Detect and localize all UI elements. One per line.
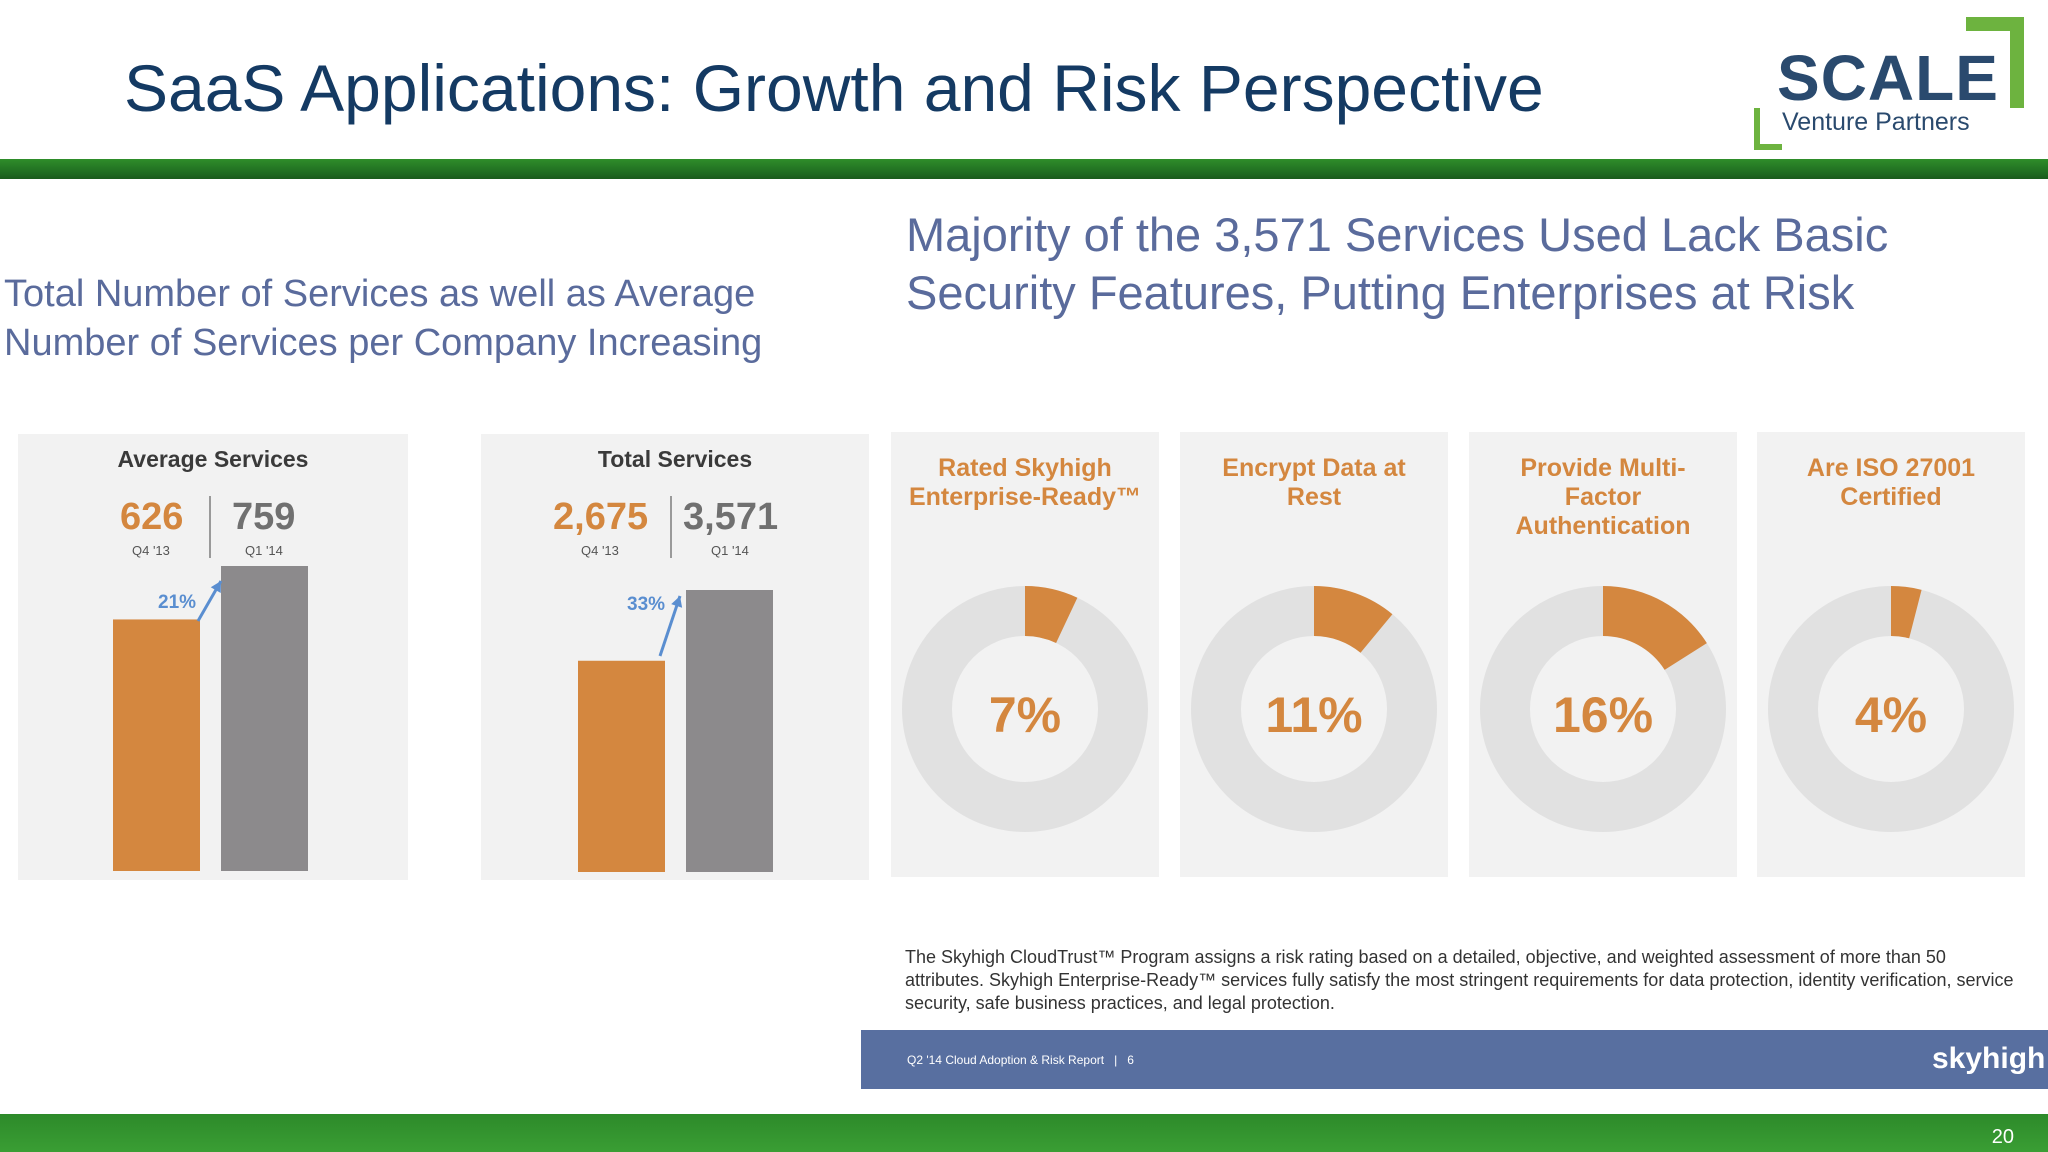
quarter-label-q4: Q4 '13: [581, 543, 619, 558]
skyhigh-logo: skyhigh: [1932, 1042, 2046, 1075]
donut-value-label: 7%: [988, 687, 1062, 743]
donut-segment: [1891, 586, 1922, 639]
bar-chart-total: [578, 590, 773, 872]
donut-panel-enterprise-ready: Rated Skyhigh Enterprise-Ready™ 7%: [891, 432, 1159, 877]
footer-band: [0, 1114, 2048, 1152]
donut-segment: [1314, 586, 1393, 653]
page-number: 20: [1991, 1126, 2014, 1148]
bar-chart-average: [113, 566, 308, 871]
growth-label: 33%: [627, 594, 666, 615]
value-divider: [209, 496, 211, 558]
donut-title: Provide Multi-Factor Authentication: [1515, 454, 1691, 540]
donut-title: Encrypt Data at Rest: [1222, 454, 1406, 511]
value-divider: [670, 496, 672, 558]
footnote: The Skyhigh CloudTrust™ Program assigns …: [905, 947, 2014, 1013]
donut-chart-enterprise-ready: [902, 586, 1148, 832]
donut-value-label: 11%: [1265, 687, 1363, 743]
donut-panel-iso: Are ISO 27001 Certified 4%: [1757, 432, 2025, 877]
growth-label: 21%: [158, 592, 197, 613]
donut-chart-encrypt: [1191, 586, 1437, 832]
bar-q1-14: [221, 566, 308, 871]
slide-title: SaaS Applications: Growth and Risk Persp…: [124, 51, 1544, 125]
donut-value-label: 16%: [1552, 687, 1654, 743]
logo-bracket-corner-icon: [1754, 108, 1782, 150]
quarter-label-q1: Q1 '14: [245, 543, 283, 558]
value-label-q4: 2,675: [553, 496, 649, 538]
report-label: Q2 '14 Cloud Adoption & Risk Report | 6: [907, 1053, 1134, 1067]
panel-title: Average Services: [117, 446, 309, 472]
quarter-label-q4: Q4 '13: [132, 543, 170, 558]
logo-subtitle: Venture Partners: [1782, 108, 1970, 136]
bar-q1-14: [686, 590, 773, 872]
donut-title: Rated Skyhigh Enterprise-Ready™: [908, 454, 1142, 511]
donut-chart-iso: [1768, 586, 2014, 832]
logo-bracket-icon: [1966, 17, 2024, 108]
panel-title: Total Services: [597, 446, 753, 472]
value-label-q1: 759: [232, 496, 296, 538]
average-services-panel: Average Services 626 759 Q4 '13 Q1 '14 2…: [18, 434, 408, 880]
growth-arrow-icon: [658, 595, 682, 657]
skyhigh-footer-bar: [861, 1030, 2048, 1089]
growth-arrowhead-icon: [210, 581, 221, 593]
donut-panel-mfa: Provide Multi-Factor Authentication 16%: [1469, 432, 1737, 877]
logo-word: SCALE: [1777, 42, 1999, 114]
value-label-q1: 3,571: [683, 496, 779, 538]
growth-arrowhead-icon: [671, 596, 683, 608]
donut-segment: [1025, 586, 1078, 643]
right-heading: Majority of the 3,571 Services Used Lack…: [906, 208, 1889, 319]
bar-q4-13: [113, 619, 200, 871]
donut-value-label: 4%: [1854, 687, 1928, 743]
left-heading: Total Number of Services as well as Aver…: [4, 273, 763, 364]
quarter-label-q1: Q1 '14: [711, 543, 749, 558]
header-band: [0, 159, 2048, 179]
donut-panel-encrypt: Encrypt Data at Rest 11%: [1180, 432, 1448, 877]
total-services-panel: Total Services 2,675 3,571 Q4 '13 Q1 '14…: [481, 434, 869, 880]
donut-title: Are ISO 27001 Certified: [1806, 454, 1976, 511]
donut-chart-mfa: [1480, 586, 1726, 832]
value-label-q4: 626: [120, 496, 184, 538]
donut-segment: [1603, 586, 1707, 670]
bar-q4-13: [578, 660, 665, 872]
